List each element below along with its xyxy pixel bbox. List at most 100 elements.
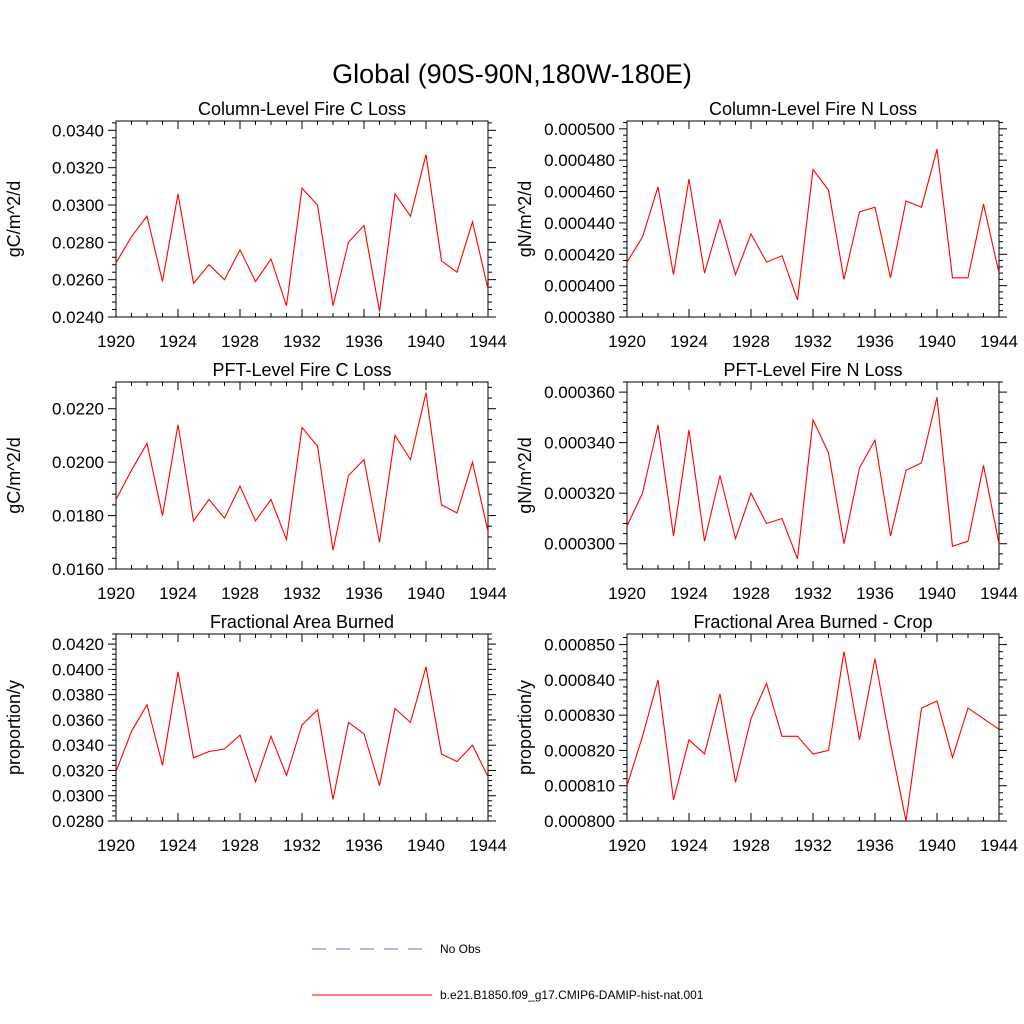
y-tick-label: 0.000500 (544, 120, 615, 139)
x-tick-label: 1936 (345, 584, 383, 603)
chart-panel-3: PFT-Level Fire C Loss gC/m^2/d 1920 1924 192… (4, 360, 507, 603)
x-tick-label: 1940 (918, 584, 956, 603)
x-tick-label: 1932 (794, 836, 832, 855)
x-tick-label: 1936 (856, 332, 894, 351)
x-tick-label: 1920 (608, 584, 646, 603)
chart-title: Column-Level Fire C Loss (198, 99, 406, 119)
chart-panel-6: Fractional Area Burned - Crop proportion/… (515, 612, 1018, 855)
x-tick-label: 1944 (980, 584, 1018, 603)
series-line (115, 154, 489, 312)
x-tick-label: 1932 (794, 584, 832, 603)
y-tick-label: 0.000460 (544, 183, 615, 202)
y-tick-label: 0.0220 (52, 400, 104, 419)
y-axis-label: proportion/y (515, 680, 535, 775)
y-tick-label: 0.0260 (52, 271, 104, 290)
y-tick-label: 0.000360 (544, 383, 615, 402)
x-tick-label: 1936 (856, 836, 894, 855)
chart-title: PFT-Level Fire N Loss (723, 360, 902, 380)
y-tick-label: 0.0280 (52, 233, 104, 252)
x-tick-label: 1940 (407, 836, 445, 855)
x-tick-label: 1924 (159, 332, 197, 351)
x-tick-label: 1928 (221, 836, 259, 855)
x-tick-label: 1932 (283, 332, 321, 351)
series-line (626, 651, 1000, 822)
y-tick-label: 0.0240 (52, 308, 104, 327)
y-tick-label: 0.000810 (544, 777, 615, 796)
x-tick-label: 1944 (469, 584, 507, 603)
series-line (626, 149, 1000, 300)
x-tick-label: 1920 (97, 836, 135, 855)
y-tick-label: 0.0340 (52, 121, 104, 140)
x-tick-label: 1924 (159, 584, 197, 603)
x-tick-label: 1932 (794, 332, 832, 351)
y-tick-label: 0.000480 (544, 151, 615, 170)
y-tick-label: 0.0300 (52, 787, 104, 806)
y-tick-label: 0.0280 (52, 812, 104, 831)
y-tick-label: 0.0300 (52, 196, 104, 215)
page-title: Global (90S-90N,180W-180E) (332, 59, 692, 89)
series-line (115, 666, 489, 800)
y-tick-label: 0.0320 (52, 159, 104, 178)
x-tick-label: 1940 (918, 836, 956, 855)
chart-panel-2: Column-Level Fire N Loss gN/m^2/d 1920 1924… (515, 99, 1018, 351)
x-tick-label: 1940 (407, 332, 445, 351)
chart-panel-5: Fractional Area Burned proportion/y 1920 19… (4, 612, 507, 855)
chart-panel-4: PFT-Level Fire N Loss gN/m^2/d 1920 1924 192… (515, 360, 1018, 603)
x-tick-label: 1924 (670, 584, 708, 603)
x-tick-label: 1944 (469, 836, 507, 855)
y-tick-label: 0.000380 (544, 308, 615, 327)
chart-title: PFT-Level Fire C Loss (212, 360, 391, 380)
y-tick-label: 0.0400 (52, 660, 104, 679)
y-tick-label: 0.0420 (52, 635, 104, 654)
x-tick-label: 1940 (407, 584, 445, 603)
y-tick-label: 0.000400 (544, 277, 615, 296)
x-tick-label: 1924 (159, 836, 197, 855)
chart-panels: Column-Level Fire C Loss gC/m^2/d 1920 1924… (4, 99, 1018, 855)
x-tick-label: 1920 (608, 836, 646, 855)
y-tick-label: 0.000300 (544, 535, 615, 554)
y-axis-label: gC/m^2/d (4, 437, 24, 513)
x-tick-label: 1944 (469, 332, 507, 351)
y-tick-label: 0.0160 (52, 560, 104, 579)
y-tick-label: 0.0360 (52, 711, 104, 730)
legend-label-model-run: b.e21.B1850.f09_g17.CMIP6-DAMIP-hist-nat… (440, 988, 704, 1002)
x-tick-label: 1936 (345, 332, 383, 351)
x-tick-label: 1936 (856, 584, 894, 603)
y-tick-label: 0.0200 (52, 453, 104, 472)
x-tick-label: 1932 (283, 836, 321, 855)
y-tick-label: 0.000830 (544, 706, 615, 725)
chart-panel-1: Column-Level Fire C Loss gC/m^2/d 1920 1924… (4, 99, 507, 351)
y-tick-label: 0.000440 (544, 214, 615, 233)
x-tick-label: 1944 (980, 332, 1018, 351)
y-axis-label: proportion/y (4, 680, 24, 775)
y-tick-label: 0.000820 (544, 741, 615, 760)
x-tick-label: 1924 (670, 836, 708, 855)
y-axis-label: gN/m^2/d (515, 437, 535, 513)
series-line (626, 397, 1000, 560)
x-tick-label: 1936 (345, 836, 383, 855)
legend-label-no-obs: No Obs (440, 942, 481, 956)
chart-title: Fractional Area Burned (210, 612, 394, 632)
x-tick-label: 1924 (670, 332, 708, 351)
x-tick-label: 1920 (97, 332, 135, 351)
y-tick-label: 0.000800 (544, 812, 615, 831)
chart-title: Column-Level Fire N Loss (709, 99, 917, 119)
x-tick-label: 1928 (732, 332, 770, 351)
x-tick-label: 1944 (980, 836, 1018, 855)
y-tick-label: 0.000340 (544, 434, 615, 453)
x-tick-label: 1920 (97, 584, 135, 603)
y-tick-label: 0.000320 (544, 484, 615, 503)
y-tick-label: 0.0180 (52, 507, 104, 526)
x-tick-label: 1940 (918, 332, 956, 351)
y-tick-label: 0.000850 (544, 636, 615, 655)
y-tick-label: 0.000840 (544, 671, 615, 690)
x-tick-label: 1932 (283, 584, 321, 603)
x-tick-label: 1928 (732, 584, 770, 603)
x-tick-label: 1928 (732, 836, 770, 855)
chart-title: Fractional Area Burned - Crop (693, 612, 932, 632)
y-axis-label: gN/m^2/d (515, 181, 535, 257)
y-tick-label: 0.0320 (52, 761, 104, 780)
y-tick-label: 0.0340 (52, 736, 104, 755)
y-tick-label: 0.0380 (52, 686, 104, 705)
